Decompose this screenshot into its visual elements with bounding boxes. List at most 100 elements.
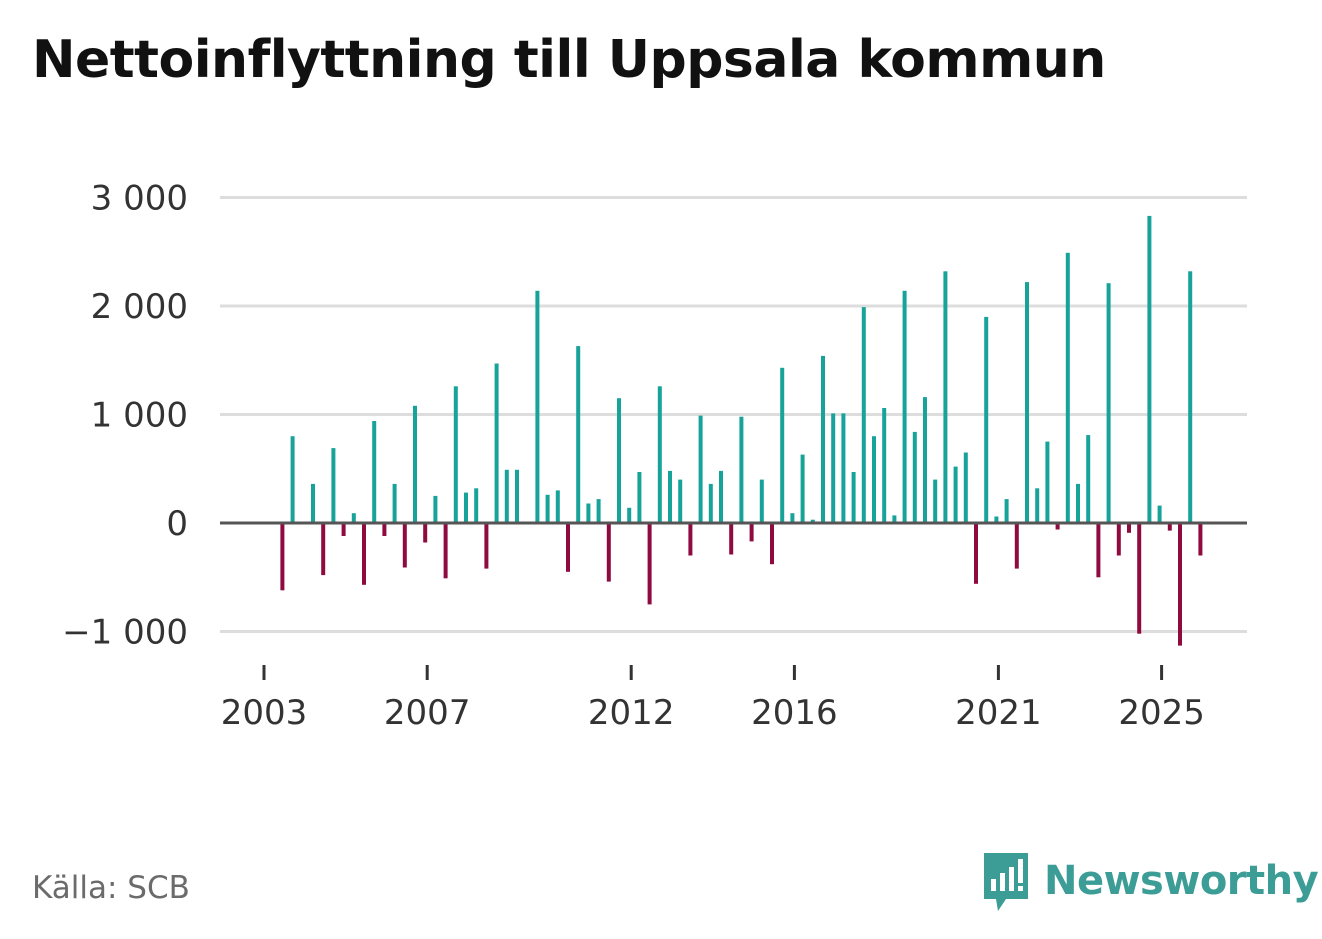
y-tick-label: −1 000: [62, 613, 188, 653]
bar: [555, 490, 560, 523]
y-tick-label: 1 000: [91, 396, 188, 436]
bar: [464, 492, 468, 523]
bar: [1106, 283, 1111, 523]
bar: [372, 421, 377, 523]
bar: [1188, 271, 1193, 523]
bar: [402, 523, 407, 568]
bar: [831, 413, 836, 523]
bar: [668, 470, 672, 523]
y-tick-label: 3 000: [91, 179, 188, 219]
y-tick-label: 2 000: [91, 287, 188, 327]
bar: [861, 307, 866, 523]
bar: [1025, 282, 1029, 523]
y-tick-label: 0: [166, 504, 188, 544]
bar: [1045, 441, 1050, 523]
x-tick-label: 2021: [955, 693, 1042, 733]
bar: [1035, 488, 1040, 523]
bar: [1198, 523, 1203, 556]
bar: [423, 523, 428, 543]
bar: [1147, 215, 1152, 523]
bar: [984, 316, 989, 524]
bar: [657, 386, 662, 523]
bar: [576, 346, 581, 523]
x-axis: 2003 2007 2012 2016 2021 2025: [221, 665, 1205, 733]
bar: [586, 503, 591, 523]
bar: [1137, 523, 1142, 634]
gridlines: [220, 196, 1247, 633]
bar: [902, 290, 907, 523]
bar: [606, 523, 611, 582]
bar: [474, 488, 479, 523]
bar: [810, 519, 815, 523]
bar: [851, 472, 856, 523]
bar: [504, 469, 509, 523]
bar: [637, 472, 642, 523]
bar: [351, 513, 356, 523]
bar: [1065, 252, 1070, 524]
bar: [1086, 435, 1091, 523]
chart-title: Nettoinflyttning till Uppsala kommun: [32, 30, 1106, 90]
bar: [433, 495, 438, 523]
bar: [780, 367, 785, 523]
bar: [892, 515, 897, 523]
x-tick-label: 2003: [221, 693, 308, 733]
bar: [280, 523, 285, 591]
bar: [841, 413, 846, 523]
bar: [739, 416, 744, 523]
bar: [912, 431, 917, 523]
bar: [729, 523, 734, 555]
bar: [321, 523, 326, 576]
bar: [719, 470, 723, 523]
bar: [749, 523, 754, 542]
bar: [596, 499, 601, 523]
bar: [566, 523, 570, 572]
bar: [443, 523, 448, 579]
bar: [1004, 499, 1009, 523]
bar: [1076, 483, 1080, 523]
bar: [1116, 523, 1121, 556]
bar: [994, 516, 999, 523]
x-tick-label: 2012: [588, 693, 675, 733]
bar: [770, 523, 774, 565]
bar: [698, 415, 703, 523]
bar: [362, 523, 366, 585]
bar: [617, 398, 621, 523]
bar: [943, 271, 948, 523]
bar: [453, 386, 458, 523]
x-tick-label: 2007: [384, 693, 471, 733]
bar: [647, 523, 652, 605]
bar: [515, 469, 519, 523]
bar: [933, 479, 938, 523]
bar: [923, 397, 927, 523]
bar: [800, 454, 805, 523]
bar: [331, 448, 336, 523]
bar: [545, 494, 550, 523]
bar: [413, 405, 417, 523]
bar: [341, 523, 346, 536]
bar: [1157, 505, 1162, 523]
bar: [678, 479, 683, 523]
bar: [535, 290, 540, 523]
bar: [1178, 523, 1182, 646]
x-tick-label: 2016: [751, 693, 838, 733]
bar: [627, 507, 632, 523]
bar: [1014, 523, 1019, 569]
bar: [688, 523, 693, 556]
bar: [1055, 523, 1060, 530]
bar: [790, 513, 795, 523]
source-note: Källa: SCB: [32, 870, 190, 906]
bar: [1096, 523, 1101, 578]
bars: [280, 215, 1203, 646]
bar: [1127, 523, 1131, 533]
bar: [484, 523, 489, 569]
brand-name: Newsworthy: [1044, 858, 1319, 904]
bar: [494, 363, 499, 523]
bar: [953, 466, 958, 523]
brand-logo: Newsworthy: [980, 848, 1319, 914]
x-tick-label: 2025: [1118, 693, 1205, 733]
newsworthy-logo-icon: [984, 853, 1028, 911]
bar: [392, 483, 397, 523]
bar: [759, 479, 764, 523]
bar: [821, 355, 825, 523]
